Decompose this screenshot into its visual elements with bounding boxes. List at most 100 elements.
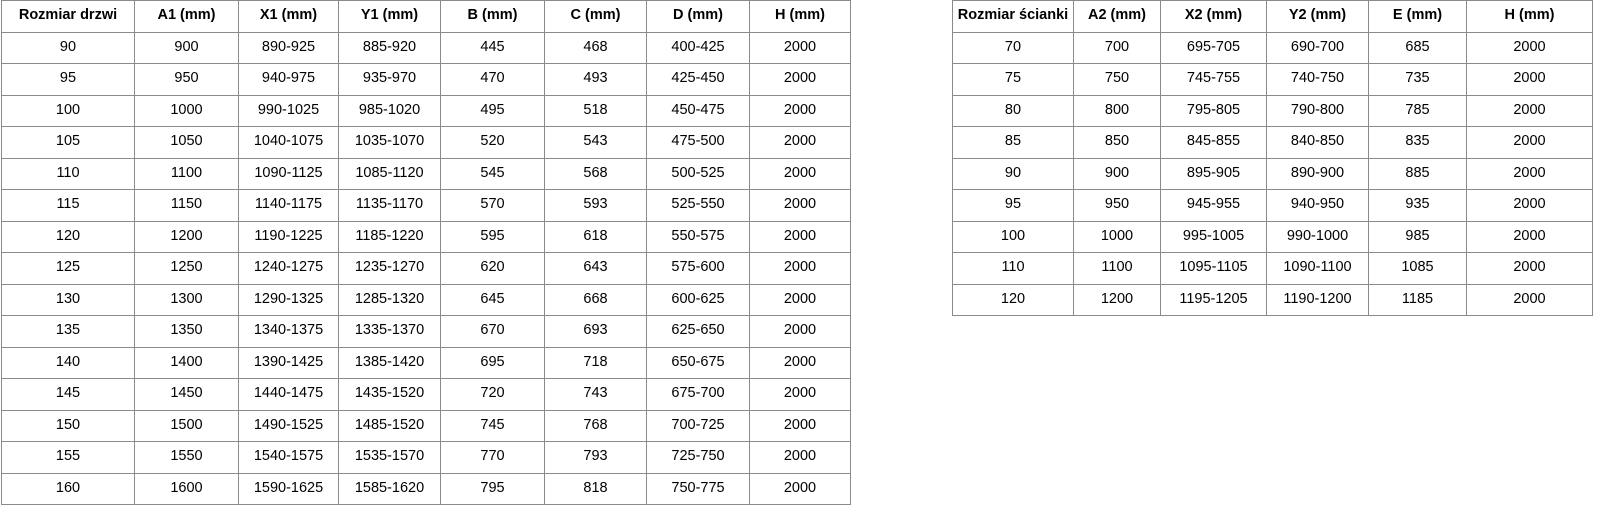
table-row: 70 700 695-705 690-700 685 2000	[952, 31, 1593, 64]
cell-e: 1085	[1368, 252, 1467, 285]
cell-h: 2000	[749, 126, 851, 159]
cell-c: 618	[544, 220, 647, 253]
cell-d: 625-650	[646, 315, 750, 348]
cell-size: 85	[952, 126, 1074, 159]
cell-h: 2000	[1466, 283, 1593, 316]
cell-e: 835	[1368, 126, 1467, 159]
cell-d: 500-525	[646, 157, 750, 190]
cell-x1: 1540-1575	[238, 441, 339, 474]
cell-c: 493	[544, 63, 647, 96]
cell-e: 985	[1368, 220, 1467, 253]
cell-c: 743	[544, 378, 647, 411]
cell-d: 400-425	[646, 31, 750, 64]
cell-x1: 990-1025	[238, 94, 339, 127]
column-header-e: E (mm)	[1368, 0, 1467, 33]
table-row: 145 1450 1440-1475 1435-1520 720 743 675…	[1, 378, 851, 411]
table-row: 120 1200 1190-1225 1185-1220 595 618 550…	[1, 220, 851, 253]
cell-a1: 1000	[134, 94, 239, 127]
cell-b: 745	[440, 409, 545, 442]
cell-size: 125	[1, 252, 135, 285]
cell-a2: 1100	[1073, 252, 1161, 285]
cell-x1: 1090-1125	[238, 157, 339, 190]
cell-c: 793	[544, 441, 647, 474]
cell-c: 768	[544, 409, 647, 442]
table-row: 85 850 845-855 840-850 835 2000	[952, 126, 1593, 159]
cell-c: 568	[544, 157, 647, 190]
cell-y2: 890-900	[1266, 157, 1369, 190]
table-row: 100 1000 990-1025 985-1020 495 518 450-4…	[1, 94, 851, 127]
cell-size: 95	[1, 63, 135, 96]
cell-size: 160	[1, 472, 135, 505]
table-row: 155 1550 1540-1575 1535-1570 770 793 725…	[1, 441, 851, 474]
column-header-h: H (mm)	[749, 0, 851, 33]
column-header-d: D (mm)	[646, 0, 750, 33]
table-row: 120 1200 1195-1205 1190-1200 1185 2000	[952, 283, 1593, 316]
cell-d: 425-450	[646, 63, 750, 96]
cell-d: 600-625	[646, 283, 750, 316]
cell-b: 670	[440, 315, 545, 348]
cell-a2: 750	[1073, 63, 1161, 96]
cell-c: 693	[544, 315, 647, 348]
cell-d: 475-500	[646, 126, 750, 159]
wall-table-body: 70 700 695-705 690-700 685 2000 75 750 7…	[952, 31, 1593, 316]
table-row: 150 1500 1490-1525 1485-1520 745 768 700…	[1, 409, 851, 442]
cell-x2: 795-805	[1160, 94, 1267, 127]
cell-a2: 700	[1073, 31, 1161, 64]
cell-h: 2000	[1466, 94, 1593, 127]
cell-a2: 950	[1073, 189, 1161, 222]
cell-y1: 1385-1420	[338, 346, 441, 379]
cell-b: 620	[440, 252, 545, 285]
cell-h: 2000	[749, 441, 851, 474]
column-header-x2: X2 (mm)	[1160, 0, 1267, 33]
cell-a1: 950	[134, 63, 239, 96]
cell-b: 570	[440, 189, 545, 222]
cell-a1: 1400	[134, 346, 239, 379]
cell-x1: 890-925	[238, 31, 339, 64]
cell-y1: 1585-1620	[338, 472, 441, 505]
cell-y1: 1235-1270	[338, 252, 441, 285]
cell-h: 2000	[749, 409, 851, 442]
cell-y1: 1185-1220	[338, 220, 441, 253]
cell-size: 80	[952, 94, 1074, 127]
cell-y2: 990-1000	[1266, 220, 1369, 253]
table-row: 135 1350 1340-1375 1335-1370 670 693 625…	[1, 315, 851, 348]
cell-x2: 695-705	[1160, 31, 1267, 64]
door-table-header: Rozmiar drzwi A1 (mm) X1 (mm) Y1 (mm) B …	[1, 0, 851, 33]
table-header-row: Rozmiar ścianki A2 (mm) X2 (mm) Y2 (mm) …	[952, 0, 1593, 33]
cell-h: 2000	[1466, 31, 1593, 64]
cell-b: 770	[440, 441, 545, 474]
table-row: 105 1050 1040-1075 1035-1070 520 543 475…	[1, 126, 851, 159]
cell-x2: 995-1005	[1160, 220, 1267, 253]
cell-size: 75	[952, 63, 1074, 96]
cell-h: 2000	[749, 220, 851, 253]
cell-y2: 940-950	[1266, 189, 1369, 222]
column-header-b: B (mm)	[440, 0, 545, 33]
column-header-y2: Y2 (mm)	[1266, 0, 1369, 33]
cell-y2: 840-850	[1266, 126, 1369, 159]
cell-size: 90	[1, 31, 135, 64]
cell-x2: 845-855	[1160, 126, 1267, 159]
cell-size: 145	[1, 378, 135, 411]
cell-a1: 1200	[134, 220, 239, 253]
cell-d: 575-600	[646, 252, 750, 285]
cell-size: 90	[952, 157, 1074, 190]
cell-d: 650-675	[646, 346, 750, 379]
cell-x1: 1190-1225	[238, 220, 339, 253]
cell-y1: 1335-1370	[338, 315, 441, 348]
cell-c: 718	[544, 346, 647, 379]
table-row: 80 800 795-805 790-800 785 2000	[952, 94, 1593, 127]
cell-x1: 1140-1175	[238, 189, 339, 222]
cell-b: 720	[440, 378, 545, 411]
cell-a1: 1450	[134, 378, 239, 411]
cell-b: 445	[440, 31, 545, 64]
cell-h: 2000	[1466, 189, 1593, 222]
cell-d: 550-575	[646, 220, 750, 253]
cell-d: 675-700	[646, 378, 750, 411]
cell-x1: 1490-1525	[238, 409, 339, 442]
cell-h: 2000	[1466, 220, 1593, 253]
cell-e: 1185	[1368, 283, 1467, 316]
cell-c: 818	[544, 472, 647, 505]
cell-b: 495	[440, 94, 545, 127]
table-row: 110 1100 1090-1125 1085-1120 545 568 500…	[1, 157, 851, 190]
cell-h: 2000	[749, 346, 851, 379]
